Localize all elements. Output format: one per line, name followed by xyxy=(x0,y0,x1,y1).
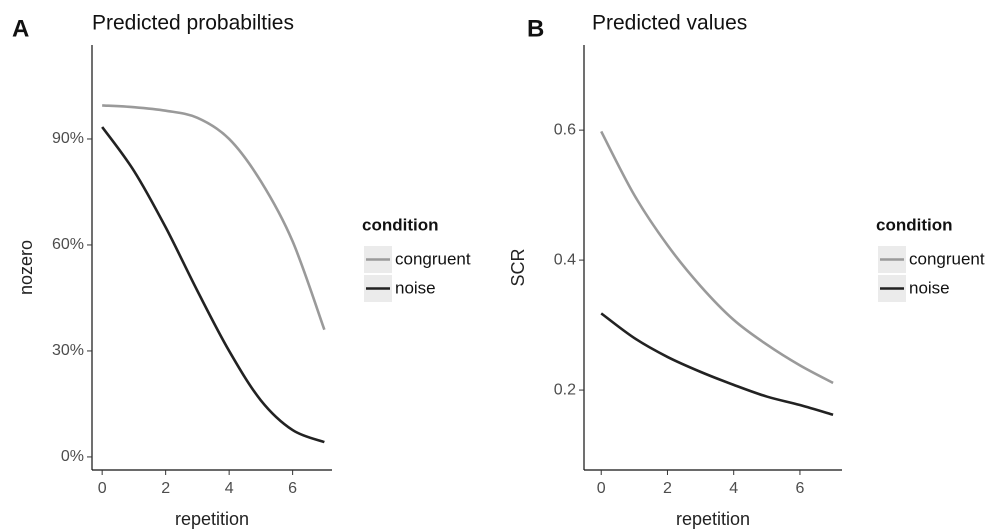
panel-label: B xyxy=(527,15,544,42)
legend-label: noise xyxy=(909,278,950,297)
x-tick-label: 0 xyxy=(98,480,107,497)
x-tick-label: 4 xyxy=(225,480,234,497)
x-tick-label: 6 xyxy=(288,480,297,497)
legend-label: congruent xyxy=(909,249,985,268)
line-series xyxy=(101,126,325,444)
legend-title: condition xyxy=(362,215,438,234)
y-tick-label: 30% xyxy=(52,342,84,359)
x-axis-title: repetition xyxy=(175,509,249,529)
line-series xyxy=(102,104,326,331)
legend-title: condition xyxy=(876,215,952,234)
y-tick-label: 0.2 xyxy=(554,381,576,398)
x-tick-label: 6 xyxy=(795,480,804,497)
chart-title: Predicted probabilties xyxy=(92,12,294,35)
x-tick-label: 4 xyxy=(729,480,738,497)
y-tick-label: 0.4 xyxy=(554,251,576,268)
line-series xyxy=(600,130,834,385)
panel-label: A xyxy=(12,15,29,42)
x-tick-label: 2 xyxy=(663,480,672,497)
line-series xyxy=(600,312,834,417)
x-axis-title: repetition xyxy=(676,509,750,529)
x-tick-label: 2 xyxy=(161,480,170,497)
x-tick-label: 0 xyxy=(597,480,606,497)
legend-label: congruent xyxy=(395,249,471,268)
y-tick-label: 0% xyxy=(61,448,84,465)
legend-label: noise xyxy=(395,278,436,297)
y-tick-label: 90% xyxy=(52,130,84,147)
chart-title: Predicted values xyxy=(592,12,747,35)
y-axis-title: SCR xyxy=(508,248,528,286)
y-tick-label: 0.6 xyxy=(554,121,576,138)
y-axis-title: nozero xyxy=(16,240,36,295)
y-tick-label: 60% xyxy=(52,236,84,253)
